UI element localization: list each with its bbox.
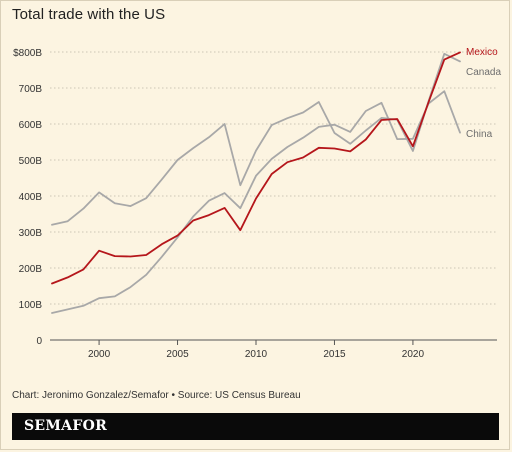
y-tick-label: 100B xyxy=(19,300,43,311)
brand-bar: SEMAFOR xyxy=(12,413,499,440)
series-label-china: China xyxy=(466,129,493,140)
y-tick-label: 0 xyxy=(36,336,42,347)
series-line-china xyxy=(51,90,461,314)
x-tick-label: 2000 xyxy=(88,349,111,360)
series-line-mexico xyxy=(51,51,461,285)
series-label-canada: Canada xyxy=(466,67,501,78)
x-tick-label: 2010 xyxy=(245,349,268,360)
y-tick-label: 700B xyxy=(19,84,43,95)
x-tick-label: 2020 xyxy=(402,349,425,360)
source-note: Chart: Jeronimo Gonzalez/Semafor • Sourc… xyxy=(12,390,301,401)
brand-logo: SEMAFOR xyxy=(24,418,108,434)
chart-title: Total trade with the US xyxy=(12,6,166,23)
y-tick-label: 400B xyxy=(19,192,43,203)
y-tick-label: 300B xyxy=(19,228,43,239)
y-tick-label: $800B xyxy=(13,48,42,59)
x-tick-label: 2015 xyxy=(323,349,346,360)
y-tick-label: 200B xyxy=(19,264,43,275)
y-tick-label: 500B xyxy=(19,156,43,167)
series-label-mexico: Mexico xyxy=(466,47,498,58)
x-tick-label: 2005 xyxy=(166,349,189,360)
y-tick-label: 600B xyxy=(19,120,43,131)
